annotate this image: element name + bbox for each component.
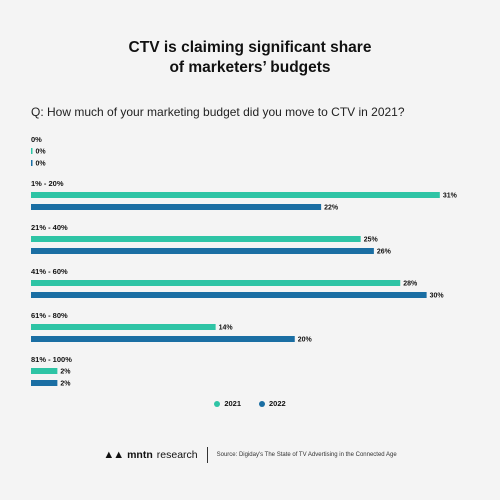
data-label-2022-1-20: 22% <box>324 205 339 212</box>
title-line-2: of marketers’ budgets <box>169 59 331 76</box>
data-label-2021-61-80: 14% <box>219 325 234 332</box>
legend-item-2022: 2022 <box>259 399 286 408</box>
bar-2022-21-40 <box>31 248 374 254</box>
category-label-81-100: 81% - 100% <box>31 355 72 364</box>
legend-swatch-2022 <box>259 400 265 407</box>
footer: ▲▲ mntn research Source: Digiday's The S… <box>0 447 500 463</box>
data-label-2021-41-60: 28% <box>403 281 418 288</box>
source-note: Source: Digiday's The State of TV Advert… <box>216 452 397 458</box>
brand-suffix: research <box>156 449 198 461</box>
legend-label-2021: 2021 <box>224 399 241 408</box>
bar-2021-0 <box>31 148 33 154</box>
bar-chart: 0% 0% 0% 1% - 20% 31% 22% 21% - 40% 25% 26% 41% -… <box>31 135 458 388</box>
bar-2022-0 <box>31 160 33 166</box>
data-label-2021-21-40: 25% <box>364 237 379 244</box>
category-label-1-20: 1% - 20% <box>31 179 64 188</box>
legend: 2021 2022 <box>0 399 500 408</box>
legend-item-2021: 2021 <box>214 399 241 408</box>
data-label-2021-0: 0% <box>36 149 47 156</box>
bar-2021-41-60 <box>31 280 401 286</box>
category-label-0: 0% <box>31 135 42 144</box>
category-label-41-60: 41% - 60% <box>31 267 68 276</box>
footer-divider <box>206 447 208 463</box>
bar-2021-21-40 <box>31 236 361 242</box>
bar-2022-1-20 <box>31 204 322 210</box>
chart-question: Q: How much of your marketing budget did… <box>31 105 405 119</box>
data-label-2022-41-60: 30% <box>430 293 445 300</box>
data-label-2021-81-100: 2% <box>60 369 71 376</box>
data-label-2022-0: 0% <box>36 161 47 168</box>
mntn-logo-icon: ▲▲ <box>103 449 124 461</box>
bar-2022-81-100 <box>31 380 58 386</box>
brand: ▲▲ mntn research <box>103 449 197 461</box>
legend-label-2022: 2022 <box>269 399 286 408</box>
legend-swatch-2021 <box>214 400 221 407</box>
bar-2022-41-60 <box>31 292 427 298</box>
category-label-61-80: 61% - 80% <box>31 311 68 320</box>
chart-title: CTV is claiming significant share of mar… <box>0 38 500 78</box>
bar-2021-1-20 <box>31 192 440 198</box>
brand-name: mntn <box>127 449 153 461</box>
data-label-2022-81-100: 2% <box>60 381 71 388</box>
data-label-2022-61-80: 20% <box>298 337 313 344</box>
bar-2021-81-100 <box>31 368 58 374</box>
title-line-1: CTV is claiming significant share <box>128 39 372 56</box>
data-label-2022-21-40: 26% <box>377 249 392 256</box>
data-label-2021-1-20: 31% <box>443 193 458 200</box>
bar-2022-61-80 <box>31 336 295 342</box>
bar-2021-61-80 <box>31 324 216 330</box>
category-label-21-40: 21% - 40% <box>31 223 68 232</box>
